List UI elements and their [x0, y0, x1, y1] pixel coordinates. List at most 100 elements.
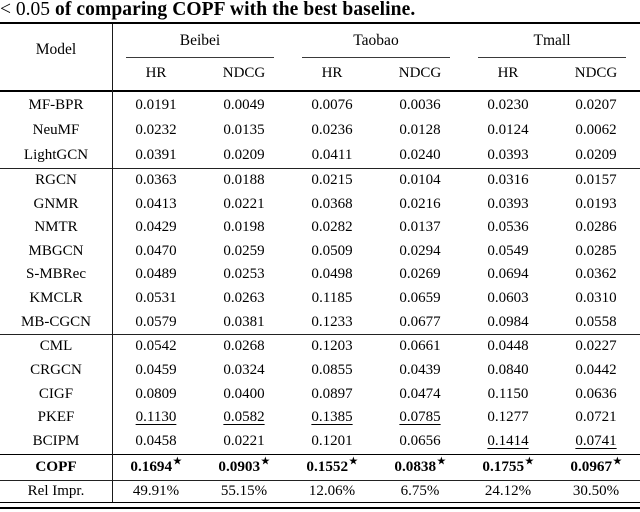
value-cell: 0.0498 — [311, 266, 353, 283]
group-underline-tmall — [478, 56, 626, 58]
subheader-hr-beibei: HR — [145, 65, 167, 81]
value-cell: 0.1414 — [487, 433, 529, 450]
model-cell: Rel Impr. — [27, 482, 85, 499]
column-header-model: Model — [35, 41, 77, 58]
value-cell: 30.50% — [572, 482, 620, 499]
table-caption: < 0.05 of comparing COPF with the best ba… — [0, 0, 640, 21]
table-row: CIGF 0.0809 0.0400 0.0897 0.0474 0.1150 0.0636 — [0, 382, 640, 406]
rule-group-2 — [0, 334, 640, 336]
value-cell: 0.0474 — [399, 385, 441, 402]
value-cell: 0.0221 — [223, 433, 265, 450]
model-cell: RGCN — [35, 171, 77, 188]
subheader-hr-taobao: HR — [321, 65, 343, 81]
model-cell: BCIPM — [32, 433, 80, 450]
value-cell: 0.0582 — [223, 409, 265, 426]
value-cell: 0.0558 — [575, 313, 617, 330]
value-cell: 0.0368 — [311, 195, 353, 212]
model-cell: NeuMF — [32, 121, 80, 138]
value-cell: 0.0286 — [575, 219, 617, 236]
table-row: MB-CGCN 0.0579 0.0381 0.1233 0.0677 0.0984 0.0… — [0, 310, 640, 334]
value-cell: 0.0809 — [135, 385, 177, 402]
value-cell: 0.0897 — [311, 385, 353, 402]
value-cell: 0.0785 — [399, 409, 441, 426]
value-cell: 0.0124 — [487, 121, 529, 138]
table-row: GNMR 0.0413 0.0221 0.0368 0.0216 0.0393 0.0193 — [0, 192, 640, 216]
value-cell: 12.06% — [308, 482, 356, 499]
value-cell: 0.1233 — [311, 313, 353, 330]
value-cell: 0.1552★ — [306, 457, 358, 476]
value-cell: 0.1203 — [311, 338, 353, 355]
value-cell: 0.0282 — [311, 219, 353, 236]
value-cell: 0.1385 — [311, 409, 353, 426]
model-cell: PKEF — [37, 409, 75, 426]
table-row: NeuMF 0.0232 0.0135 0.0236 0.0128 0.0124 0.006… — [0, 118, 640, 143]
table-row: CRGCN 0.0459 0.0324 0.0855 0.0439 0.0840 0.044… — [0, 359, 640, 383]
value-cell: 0.0268 — [223, 338, 265, 355]
value-cell: 0.0391 — [135, 146, 177, 163]
value-cell: 0.0135 — [223, 121, 265, 138]
value-cell: 0.0310 — [575, 290, 617, 307]
value-cell: 0.0984 — [487, 313, 529, 330]
value-cell: 0.0393 — [487, 146, 529, 163]
table-row: BCIPM 0.0458 0.0221 0.1201 0.0656 0.1414 0.074… — [0, 430, 640, 454]
value-cell: 0.0470 — [135, 242, 177, 259]
value-cell: 0.0603 — [487, 290, 529, 307]
model-cell: MBGCN — [28, 242, 84, 259]
value-cell: 0.0104 — [399, 171, 441, 188]
value-cell: 0.0549 — [487, 242, 529, 259]
value-cell: 0.0324 — [223, 362, 265, 379]
model-cell: MB-CGCN — [20, 313, 91, 330]
caption-math-fragment: < 0.05 — [0, 0, 50, 20]
value-cell: 0.0198 — [223, 219, 265, 236]
value-cell: 0.0362 — [575, 266, 617, 283]
rule-group-1 — [0, 167, 640, 169]
value-cell: 0.0400 — [223, 385, 265, 402]
value-cell: 0.1130 — [135, 409, 177, 426]
value-cell: 0.0661 — [399, 338, 441, 355]
value-cell: 0.0656 — [399, 433, 441, 450]
value-cell: 24.12% — [484, 482, 532, 499]
rule-above-copf — [0, 453, 640, 456]
value-cell: 0.0062 — [575, 121, 617, 138]
model-cell: LightGCN — [23, 146, 89, 163]
model-cell: CRGCN — [30, 362, 82, 379]
value-cell: 0.0294 — [399, 242, 441, 259]
value-cell: 0.0509 — [311, 242, 353, 259]
value-cell: 0.0459 — [135, 362, 177, 379]
value-cell: 6.75% — [400, 482, 440, 499]
value-cell: 49.91% — [132, 482, 180, 499]
value-cell: 0.0411 — [311, 146, 353, 163]
subheader-ndcg-tmall: NDCG — [574, 65, 618, 81]
table-row: MF-BPR 0.0191 0.0049 0.0076 0.0036 0.0230 0.02… — [0, 93, 640, 118]
value-cell: 0.0381 — [223, 313, 265, 330]
value-cell: 0.0209 — [575, 146, 617, 163]
significance-star-icon: ★ — [525, 457, 534, 468]
value-cell: 0.1755★ — [482, 457, 534, 476]
model-cell: NMTR — [34, 219, 78, 236]
value-cell: 0.0458 — [135, 433, 177, 450]
rule-below-copf — [0, 479, 640, 481]
value-cell: 0.0193 — [575, 195, 617, 212]
significance-star-icon: ★ — [173, 457, 182, 468]
value-cell: 0.0036 — [399, 96, 441, 113]
value-cell: 0.0285 — [575, 242, 617, 259]
table-row: PKEF 0.1130 0.0582 0.1385 0.0785 0.1277 0.0721 — [0, 406, 640, 430]
value-cell: 0.0489 — [135, 266, 177, 283]
value-cell: 0.0677 — [399, 313, 441, 330]
value-cell: 0.0542 — [135, 338, 177, 355]
rule-header — [0, 90, 640, 92]
value-cell: 0.0439 — [399, 362, 441, 379]
value-cell: 0.0188 — [223, 171, 265, 188]
model-cell: GNMR — [33, 195, 79, 212]
subheader-ndcg-taobao: NDCG — [398, 65, 442, 81]
table-row: S-MBRec 0.0489 0.0253 0.0498 0.0269 0.0694 0.0… — [0, 263, 640, 287]
value-cell: 0.0157 — [575, 171, 617, 188]
significance-star-icon: ★ — [437, 457, 446, 468]
value-cell: 0.0076 — [311, 96, 353, 113]
subheader-ndcg-beibei: NDCG — [222, 65, 266, 81]
value-cell: 0.0448 — [487, 338, 529, 355]
value-cell: 0.0232 — [135, 121, 177, 138]
group-header-taobao: Taobao — [353, 32, 399, 49]
value-cell: 0.1185 — [311, 290, 353, 307]
value-cell: 0.0838★ — [394, 457, 446, 476]
